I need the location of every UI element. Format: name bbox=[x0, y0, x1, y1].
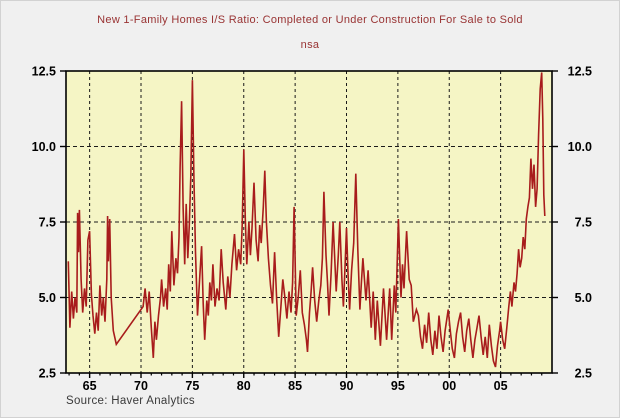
source-note: Source: Haver Analytics bbox=[66, 395, 195, 407]
x-tick-label: 85 bbox=[288, 379, 302, 393]
x-tick-label: 65 bbox=[83, 379, 97, 393]
x-tick-label: 80 bbox=[237, 379, 251, 393]
x-tick-label: 90 bbox=[340, 379, 354, 393]
x-tick-label: 70 bbox=[134, 379, 148, 393]
y-tick-label-right: 7.5 bbox=[575, 216, 592, 230]
x-tick-label: 05 bbox=[494, 379, 508, 393]
x-tick-label: 00 bbox=[442, 379, 456, 393]
x-tick-label: 75 bbox=[185, 379, 199, 393]
y-tick-label-right: 12.5 bbox=[568, 65, 592, 79]
y-tick-label-right: 10.0 bbox=[568, 140, 592, 154]
y-tick-label-left: 10.0 bbox=[32, 140, 56, 154]
y-tick-label-left: 2.5 bbox=[39, 367, 56, 381]
y-tick-label-left: 5.0 bbox=[39, 291, 56, 305]
series-line bbox=[67, 72, 546, 368]
y-tick-label-right: 2.5 bbox=[575, 367, 592, 381]
y-tick-label-left: 12.5 bbox=[32, 65, 56, 79]
y-tick-label-left: 7.5 bbox=[39, 216, 56, 230]
chart-subtitle: nsa bbox=[300, 39, 320, 51]
chart-title: New 1-Family Homes I/S Ratio: Completed … bbox=[97, 14, 523, 26]
x-tick-label: 95 bbox=[391, 379, 405, 393]
y-tick-label-right: 5.0 bbox=[575, 291, 592, 305]
